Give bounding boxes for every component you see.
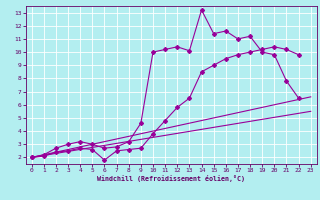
X-axis label: Windchill (Refroidissement éolien,°C): Windchill (Refroidissement éolien,°C) — [97, 175, 245, 182]
